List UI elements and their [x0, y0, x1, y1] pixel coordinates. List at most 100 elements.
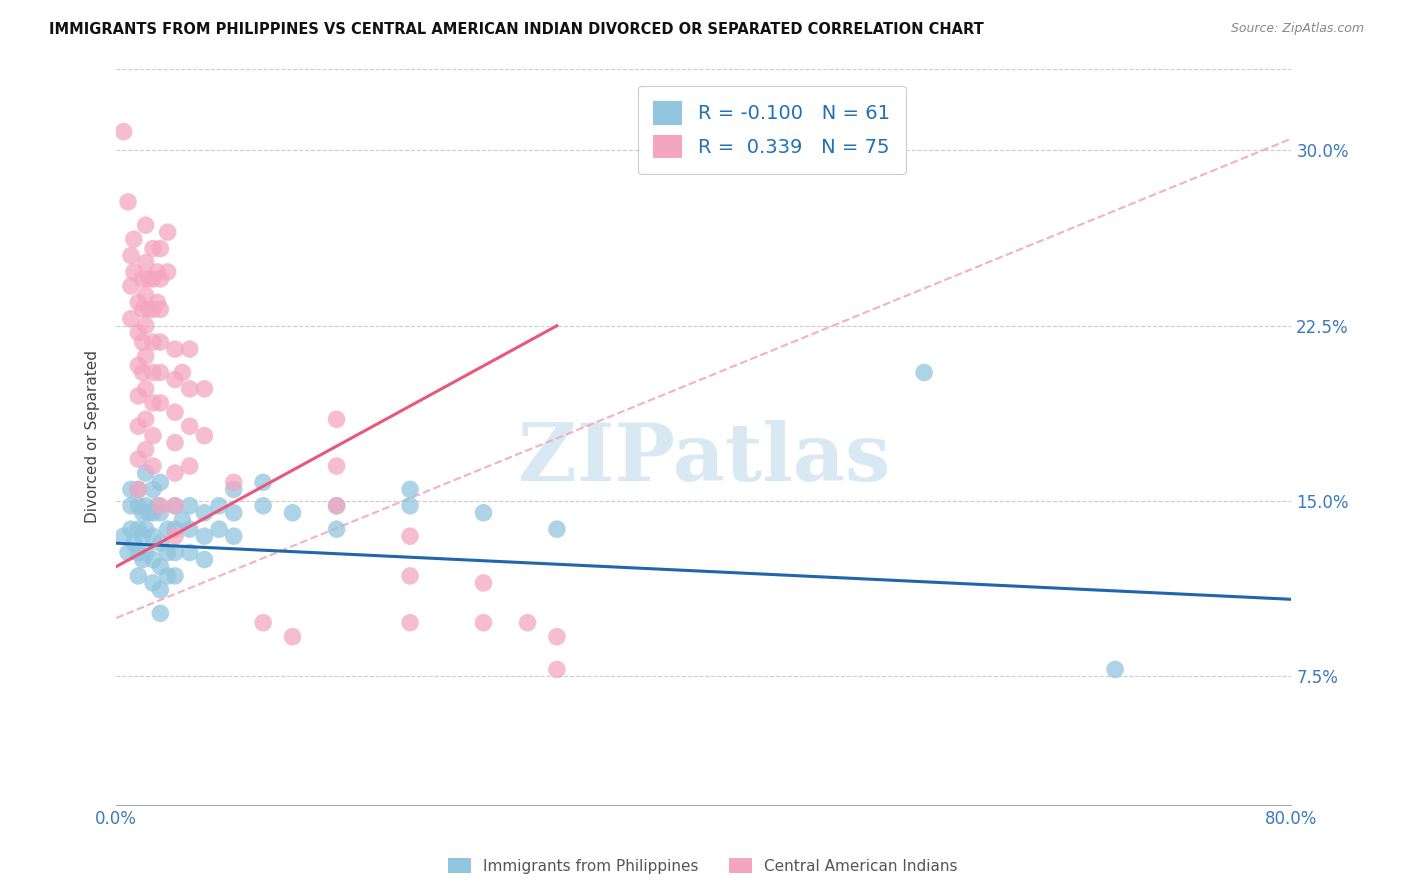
Point: [127, 499, 149, 513]
Point: [127, 359, 149, 373]
Point: [142, 335, 165, 350]
Legend: Immigrants from Philippines, Central American Indians: Immigrants from Philippines, Central Ame…: [441, 852, 965, 880]
Point: [127, 522, 149, 536]
Point: [127, 419, 149, 434]
Point: [120, 522, 142, 536]
Point: [156, 225, 179, 239]
Point: [120, 499, 142, 513]
Point: [135, 545, 157, 559]
Point: [138, 506, 160, 520]
Point: [399, 483, 422, 497]
Point: [132, 506, 155, 520]
Point: [208, 522, 231, 536]
Point: [135, 382, 157, 396]
Point: [149, 396, 172, 410]
Point: [222, 475, 245, 490]
Point: [252, 615, 274, 630]
Point: [208, 499, 231, 513]
Point: [472, 506, 495, 520]
Text: IMMIGRANTS FROM PHILIPPINES VS CENTRAL AMERICAN INDIAN DIVORCED OR SEPARATED COR: IMMIGRANTS FROM PHILIPPINES VS CENTRAL A…: [49, 22, 984, 37]
Point: [325, 499, 347, 513]
Point: [142, 242, 165, 256]
Point: [135, 288, 157, 302]
Point: [1104, 663, 1126, 677]
Point: [132, 335, 155, 350]
Point: [472, 576, 495, 591]
Point: [546, 630, 568, 644]
Point: [120, 311, 142, 326]
Point: [156, 569, 179, 583]
Point: [142, 366, 165, 380]
Point: [127, 569, 149, 583]
Point: [179, 499, 201, 513]
Point: [179, 342, 201, 356]
Point: [127, 545, 149, 559]
Point: [163, 372, 186, 386]
Point: [112, 125, 135, 139]
Point: [149, 536, 172, 550]
Point: [120, 249, 142, 263]
Point: [193, 382, 215, 396]
Point: [281, 506, 304, 520]
Point: [163, 342, 186, 356]
Point: [135, 349, 157, 363]
Point: [149, 335, 172, 350]
Point: [156, 545, 179, 559]
Point: [325, 499, 347, 513]
Point: [149, 302, 172, 317]
Point: [149, 506, 172, 520]
Point: [127, 326, 149, 340]
Point: [149, 559, 172, 574]
Point: [325, 458, 347, 473]
Point: [132, 529, 155, 543]
Point: [163, 499, 186, 513]
Point: [193, 428, 215, 442]
Point: [135, 255, 157, 269]
Point: [127, 483, 149, 497]
Point: [193, 552, 215, 566]
Point: [912, 366, 935, 380]
Point: [546, 663, 568, 677]
Point: [399, 499, 422, 513]
Point: [222, 506, 245, 520]
Point: [146, 295, 169, 310]
Point: [179, 458, 201, 473]
Point: [149, 366, 172, 380]
Point: [149, 242, 172, 256]
Point: [163, 529, 186, 543]
Point: [156, 265, 179, 279]
Point: [112, 529, 135, 543]
Point: [146, 265, 169, 279]
Point: [325, 412, 347, 426]
Point: [149, 475, 172, 490]
Point: [135, 499, 157, 513]
Point: [546, 522, 568, 536]
Y-axis label: Divorced or Separated: Divorced or Separated: [86, 351, 100, 524]
Point: [163, 435, 186, 450]
Point: [163, 569, 186, 583]
Point: [149, 582, 172, 597]
Point: [122, 232, 145, 246]
Point: [172, 366, 194, 380]
Point: [132, 366, 155, 380]
Legend: R = -0.100   N = 61, R =  0.339   N = 75: R = -0.100 N = 61, R = 0.339 N = 75: [638, 86, 905, 174]
Point: [138, 302, 160, 317]
Point: [179, 545, 201, 559]
Point: [138, 272, 160, 286]
Point: [122, 536, 145, 550]
Point: [127, 295, 149, 310]
Point: [516, 615, 538, 630]
Point: [149, 607, 172, 621]
Point: [163, 405, 186, 419]
Point: [179, 522, 201, 536]
Point: [222, 529, 245, 543]
Point: [179, 382, 201, 396]
Point: [120, 483, 142, 497]
Point: [135, 218, 157, 232]
Point: [281, 630, 304, 644]
Point: [135, 442, 157, 457]
Point: [399, 569, 422, 583]
Point: [163, 466, 186, 480]
Point: [142, 576, 165, 591]
Point: [120, 279, 142, 293]
